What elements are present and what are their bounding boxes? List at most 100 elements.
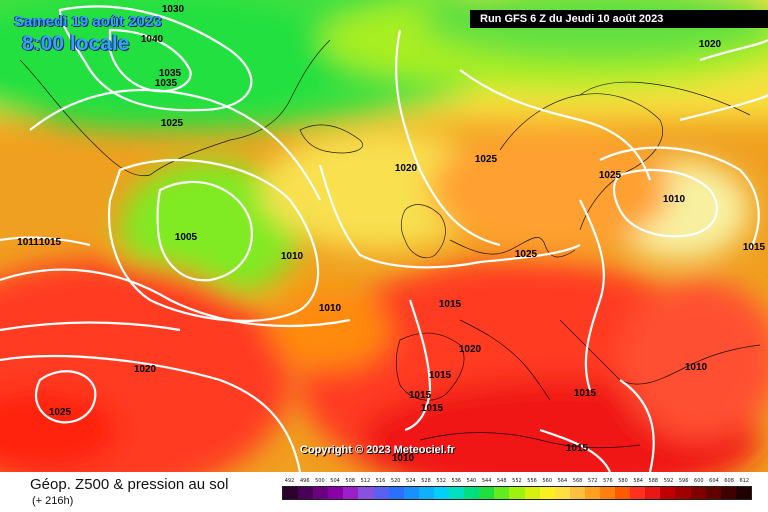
legend-value: 600 <box>694 478 704 484</box>
legend-value: 608 <box>724 478 734 484</box>
legend-value: 604 <box>709 478 719 484</box>
legend-labels: 492 496 500 504 508 512 516 520 524 528 532 536 540 5… <box>282 478 752 484</box>
legend-swatch <box>675 487 691 499</box>
coastlines <box>19 39 761 449</box>
isobar-label: 1010 <box>685 362 708 373</box>
forecast-local-time: 8:00 locale <box>22 32 130 55</box>
legend-value: 612 <box>739 478 750 484</box>
legend-swatch <box>630 487 646 499</box>
isobar-label: 1020 <box>134 364 157 375</box>
forecast-lead-time: (+ 216h) <box>32 495 74 507</box>
legend-swatch <box>418 487 434 499</box>
isobar-label: 1025 <box>515 249 538 260</box>
isobar-label: 1015 <box>439 299 462 310</box>
legend-value: 596 <box>678 478 689 484</box>
legend-value: 508 <box>345 478 355 484</box>
legend-value: 528 <box>421 478 431 484</box>
legend-value: 504 <box>330 478 340 484</box>
isobar-label: 1035 <box>155 78 178 89</box>
isobar-label: 1020 <box>395 163 418 174</box>
legend-swatch <box>720 487 736 499</box>
legend-swatch <box>494 487 510 499</box>
legend-value: 548 <box>496 478 507 484</box>
isobars <box>0 5 768 472</box>
legend-swatch <box>509 487 525 499</box>
map-footer: Géop. Z500 & pression au sol (+ 216h) 49… <box>0 472 768 512</box>
isobar-label: 1011 <box>17 237 39 248</box>
legend-value: 568 <box>572 478 583 484</box>
legend-value: 516 <box>375 478 386 484</box>
legend-value: 588 <box>648 478 659 484</box>
legend-swatch <box>298 487 314 499</box>
legend-value: 576 <box>603 478 613 484</box>
legend-swatch <box>464 487 480 499</box>
legend-value: 556 <box>527 478 537 484</box>
isobar-label: 1020 <box>699 39 722 50</box>
isobar-label: 1010 <box>281 251 304 262</box>
isobar-label: 1040 <box>141 34 164 45</box>
map-title: Géop. Z500 & pression au sol <box>30 476 229 493</box>
legend-value: 560 <box>542 478 552 484</box>
legend-swatch <box>479 487 495 499</box>
legend-swatch <box>524 487 540 499</box>
isobar-label: 1015 <box>421 403 444 414</box>
legend-value: 492 <box>284 478 295 484</box>
isobar-label: 1010 <box>319 303 342 314</box>
legend-swatch <box>599 487 616 499</box>
copyright-notice: Copyright © 2023 Meteociel.fr <box>300 444 455 456</box>
legend-value: 544 <box>481 478 492 484</box>
isobar-label: 1025 <box>161 118 184 129</box>
legend-swatch <box>690 487 706 499</box>
legend-swatch <box>343 487 359 499</box>
isobar-labels: 1030 1040 1035 1035 1025 1005 1011 1015 … <box>17 4 765 464</box>
legend-swatch <box>705 487 721 499</box>
isobar-label: 1025 <box>475 154 498 165</box>
isobar-label: 1015 <box>743 242 766 253</box>
legend-value: 512 <box>360 478 371 484</box>
isobar-label: 1015 <box>409 390 432 401</box>
isobar-label: 1015 <box>566 443 589 454</box>
isobar-label: 1015 <box>574 388 597 399</box>
legend-swatch <box>449 487 465 499</box>
legend-value: 500 <box>315 478 325 484</box>
legend-value: 572 <box>587 478 598 484</box>
legend-swatch <box>403 487 419 499</box>
legend-value: 532 <box>436 478 446 484</box>
legend-value: 584 <box>633 478 643 484</box>
isobar-label: 1030 <box>162 4 185 15</box>
isobar-label: 1010 <box>663 194 686 205</box>
legend-swatches <box>282 486 752 500</box>
isobar-label: 1005 <box>175 232 198 243</box>
legend-value: 592 <box>663 478 674 484</box>
legend-swatch <box>554 487 570 499</box>
legend-swatch <box>539 487 555 499</box>
legend-swatch <box>615 487 631 499</box>
legend-value: 564 <box>557 478 568 484</box>
legend-swatch <box>328 487 344 499</box>
legend-swatch <box>433 487 450 499</box>
legend-swatch <box>645 487 661 499</box>
forecast-date: Samedi 19 août 2023 <box>14 13 162 30</box>
legend-swatch <box>373 487 389 499</box>
isobar-label: 1015 <box>39 237 62 248</box>
isobar-label: 1010 <box>392 453 415 464</box>
isobar-label: 1015 <box>429 370 452 381</box>
legend-value: 520 <box>390 478 401 484</box>
legend-swatch <box>584 487 600 499</box>
isobar-label: 1025 <box>599 170 622 181</box>
isobar-label: 1025 <box>49 407 72 418</box>
geopotential-map: 1030 1040 1035 1035 1025 1005 1011 1015 … <box>0 0 768 472</box>
legend-value: 552 <box>512 478 522 484</box>
legend-swatch <box>569 487 585 499</box>
legend-value: 580 <box>618 478 628 484</box>
legend-swatch <box>388 487 404 499</box>
legend-swatch <box>313 487 329 499</box>
legend-value: 524 <box>406 478 416 484</box>
color-legend: 492 496 500 504 508 512 516 520 524 528 532 536 540 5… <box>282 478 752 500</box>
legend-value: 496 <box>299 478 310 484</box>
legend-value: 540 <box>466 478 477 484</box>
legend-swatch <box>660 487 676 499</box>
isobar-label: 1035 <box>159 68 182 79</box>
legend-value: 536 <box>451 478 462 484</box>
